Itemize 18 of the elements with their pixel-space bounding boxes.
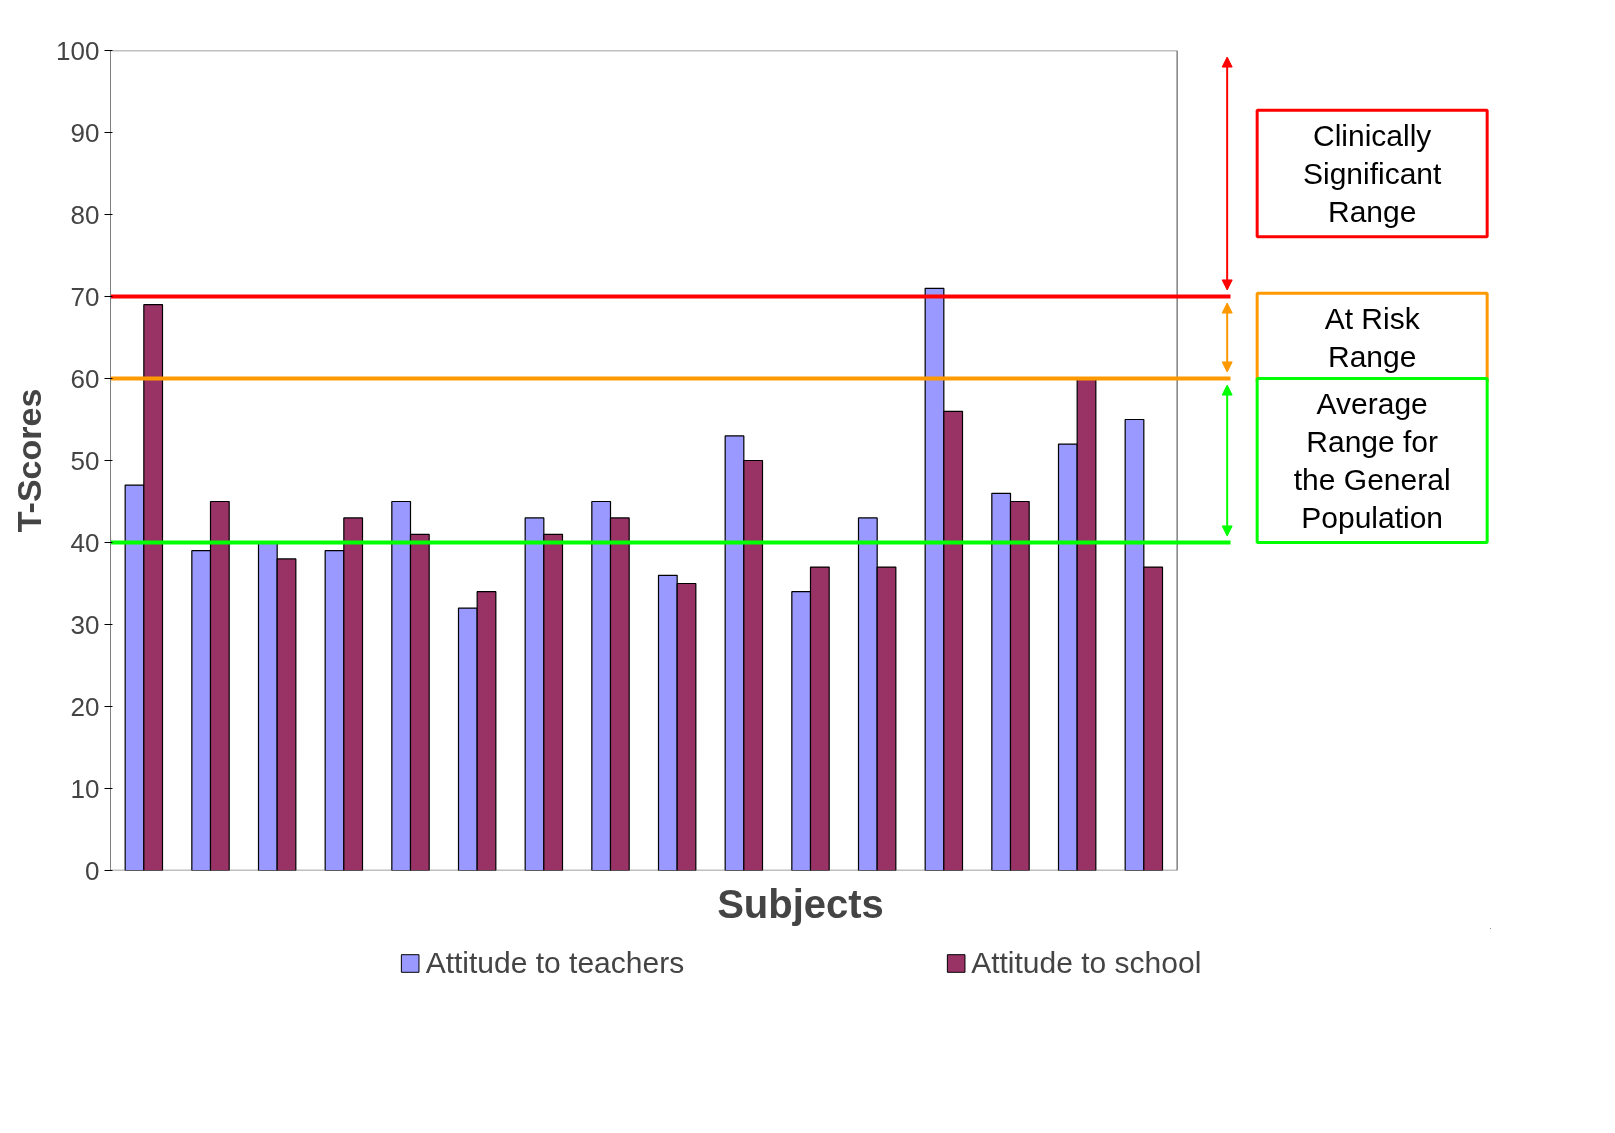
legend-label: Attitude to teachers	[425, 946, 685, 980]
y-tick-label: 0	[85, 855, 100, 886]
text: At Risk Range	[1324, 302, 1421, 373]
text: Clinically Significant Range	[1302, 119, 1443, 228]
y-tick-label: 80	[70, 199, 100, 230]
y-tick-label: 40	[70, 527, 100, 558]
y-tick-label: 30	[70, 609, 100, 640]
y-tick-label: 90	[70, 117, 100, 148]
x-axis-title: Subjects	[717, 881, 884, 926]
y-tick-label: 10	[70, 773, 100, 804]
y-tick-label: 70	[70, 281, 100, 312]
text: Average Range for the General Population	[1293, 387, 1451, 534]
y-axis-title: T-Scores	[10, 388, 49, 533]
legend-label: Attitude to school	[971, 946, 1202, 980]
y-tick-label: 100	[56, 35, 100, 66]
y-tick-label: 60	[70, 363, 100, 394]
y-tick-label: 50	[70, 445, 100, 476]
y-tick-label: 20	[70, 691, 100, 722]
